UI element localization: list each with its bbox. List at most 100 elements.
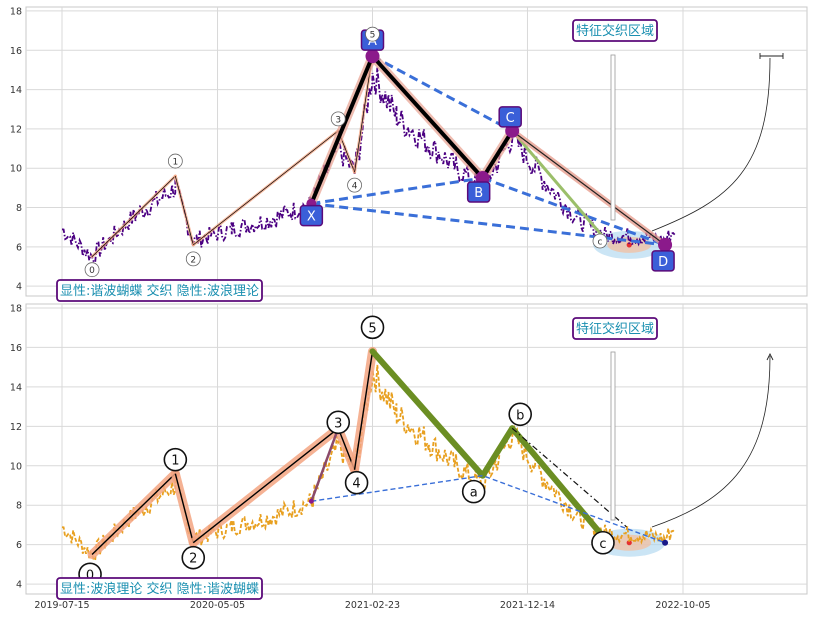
- harmonic-leg: [480, 129, 514, 180]
- wave-projection-line: [511, 427, 627, 528]
- wave-point-marker: [181, 545, 206, 570]
- legend-box-frame: [56, 577, 263, 600]
- wave-leg: [175, 175, 194, 245]
- wave-correction-leg: [369, 348, 486, 479]
- marker-bar: [610, 351, 616, 521]
- wave-point-marker: [347, 177, 362, 193]
- annotation-bracket: [759, 53, 784, 59]
- wave-c-leg: [511, 129, 607, 240]
- legend-box-frame: [56, 279, 263, 302]
- harmonic-point-label-box: [498, 106, 522, 128]
- annotation-arrowhead: [766, 352, 774, 361]
- y-tick-label: 18: [10, 303, 22, 314]
- wave-point-marker: [84, 262, 100, 278]
- wave-point-marker: [330, 111, 346, 127]
- y-tick-label: 14: [10, 382, 22, 393]
- harmonic-leg: [309, 55, 375, 205]
- wave-point-label: c: [599, 537, 606, 552]
- wave-correction-leg: [479, 425, 516, 479]
- wave-point-marker: [185, 251, 201, 267]
- y-tick-label: 6: [16, 242, 22, 253]
- harmonic-point-label: C: [506, 111, 515, 126]
- annotation-curve: [651, 355, 771, 528]
- wave-point-label: 2: [189, 552, 197, 567]
- wave-point-marker: [592, 233, 608, 249]
- wave-point-label: 5: [368, 321, 376, 336]
- wave-point-label: 3: [335, 115, 341, 125]
- harmonic-dashed-line: [311, 176, 483, 206]
- harmonic-dashed-line: [482, 176, 666, 247]
- wave-point-marker: [508, 402, 532, 427]
- wave-point-label: 1: [171, 454, 179, 469]
- wave-point-marker: [461, 479, 486, 504]
- harmonic-point-label: D: [658, 255, 668, 270]
- legend-box-text: 显性:谐波蝴蝶 交织 隐性:波浪理论: [60, 283, 259, 299]
- y-tick-label: 6: [16, 540, 22, 551]
- wave-leg: [174, 473, 194, 543]
- wave-point-marker: [163, 447, 188, 472]
- wave-point-marker: [591, 530, 615, 555]
- wave-leg: [91, 175, 176, 257]
- wave-point-label: 5: [370, 31, 376, 41]
- wave-leg: [192, 427, 339, 544]
- plot-area: [25, 6, 808, 297]
- x-tick-label: 2021-02-23: [345, 600, 400, 611]
- y-tick-label: 12: [10, 124, 22, 135]
- harmonic-hidden-node: [662, 539, 669, 546]
- wave-point-label: 0: [86, 568, 94, 583]
- wave-point-label: 4: [352, 182, 358, 192]
- wave-point-marker: [167, 153, 183, 169]
- x-tick-label: 2022-10-05: [655, 600, 710, 611]
- feature-region-center: [626, 242, 632, 248]
- region-label: 特征交织区域: [572, 19, 658, 42]
- y-tick-label: 4: [16, 580, 22, 591]
- y-tick-label: 8: [16, 203, 22, 214]
- feature-region-center: [626, 540, 632, 546]
- y-tick-label: 4: [16, 282, 22, 293]
- harmonic-hidden-node: [308, 498, 314, 504]
- x-tick-label: 2021-12-14: [500, 600, 555, 611]
- wave-point-marker: [365, 26, 380, 42]
- harmonic-point-label-box: [651, 250, 675, 272]
- y-tick-label: 8: [16, 501, 22, 512]
- legend-box: 显性:波浪理论 交织 隐性:谐波蝴蝶: [56, 577, 263, 600]
- price-series: [61, 67, 676, 264]
- wave-point-marker: [344, 470, 369, 495]
- harmonic-leg: [511, 130, 666, 246]
- annotation-curve: [651, 57, 771, 232]
- x-tick-label: 2020-05-05: [190, 600, 245, 611]
- wave-point-label: 4: [352, 477, 360, 492]
- harmonic-hidden-leg: [310, 427, 340, 502]
- wave-point-label: 1: [172, 158, 178, 168]
- wave-point-label: a: [470, 486, 478, 501]
- wave-correction-leg: [509, 425, 608, 542]
- harmonic-point-label: A: [368, 34, 377, 49]
- plot-area: [25, 303, 808, 595]
- harmonic-point-label-box: [466, 181, 491, 203]
- wave-point-marker: [360, 315, 385, 340]
- wave-point-label: c: [598, 237, 603, 247]
- wave-leg: [193, 130, 339, 246]
- harmonic-point-label-box: [299, 204, 324, 227]
- harmonic-dashed-line: [371, 54, 513, 133]
- region-label-box: [572, 19, 658, 42]
- wave-point-label: b: [516, 408, 524, 423]
- region-label-text: 特征交织区域: [576, 23, 654, 39]
- y-tick-label: 16: [10, 343, 22, 354]
- harmonic-node: [365, 49, 380, 64]
- legend-box-text: 显性:波浪理论 交织 隐性:谐波蝴蝶: [60, 581, 259, 597]
- y-tick-label: 10: [10, 164, 22, 175]
- wave-point-marker: [326, 410, 351, 435]
- harmonic-leg: [371, 54, 485, 180]
- wave-point-label: 3: [334, 416, 342, 431]
- region-label-text: 特征交织区域: [576, 321, 654, 337]
- region-label: 特征交织区域: [572, 317, 658, 340]
- harmonic-node: [658, 237, 673, 252]
- harmonic-hidden-line: [311, 474, 666, 544]
- wave-point-label: 0: [89, 266, 95, 276]
- y-tick-label: 12: [10, 422, 22, 433]
- marker-bar: [610, 54, 616, 221]
- wave-leg: [353, 351, 374, 470]
